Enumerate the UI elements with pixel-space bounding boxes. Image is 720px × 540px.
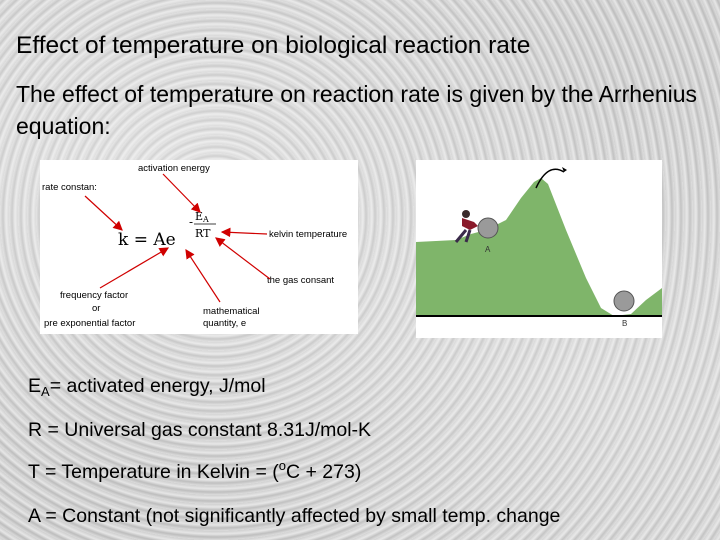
exponent-numerator: EA	[195, 210, 209, 224]
label-kelvin-temperature: kelvin temperature	[269, 229, 347, 240]
exponent-denominator: RT	[195, 227, 211, 240]
arrhenius-equation-figure: activation energy rate constan: kelvin t…	[40, 160, 358, 334]
definition-constant-a: A = Constant (not significantly affected…	[28, 505, 561, 527]
definition-temperature: T = Temperature in Kelvin = (oC + 273)	[28, 458, 362, 483]
equation-lhs: k = Ae	[118, 230, 176, 250]
definition-activation-energy: EA= activated energy, J/mol	[28, 375, 266, 399]
definition-gas-constant: R = Universal gas constant 8.31J/mol-K	[28, 419, 372, 441]
label-rate-constant: rate constan:	[42, 182, 97, 193]
boulder-b-icon	[613, 290, 635, 312]
label-activation-energy: activation energy	[138, 163, 210, 174]
boulder-a-icon	[477, 217, 499, 239]
hill-shape	[416, 178, 662, 316]
slide-title: Effect of temperature on biological reac…	[16, 32, 531, 59]
label-point-a: A	[485, 245, 491, 254]
label-point-b: B	[622, 319, 627, 328]
intro-text: The effect of temperature on reaction ra…	[16, 81, 698, 139]
annotation-arrows	[84, 173, 271, 303]
label-frequency-factor: frequency factor	[60, 290, 128, 301]
label-gas-constant: the gas consant	[267, 275, 334, 286]
label-frequency-or: or	[92, 303, 100, 314]
activation-energy-hill-illustration: A B	[416, 160, 662, 338]
label-pre-exponential: pre exponential factor	[44, 318, 135, 329]
hill-diagram: A B	[416, 167, 662, 328]
exponent-minus: -	[189, 215, 193, 229]
equation-diagram: activation energy rate constan: kelvin t…	[42, 163, 347, 329]
label-quantity-e: quantity, e	[203, 318, 246, 329]
person-pushing-icon	[454, 210, 478, 243]
label-mathematical: mathematical	[203, 306, 260, 317]
path-arrow-over-peak	[535, 168, 565, 189]
